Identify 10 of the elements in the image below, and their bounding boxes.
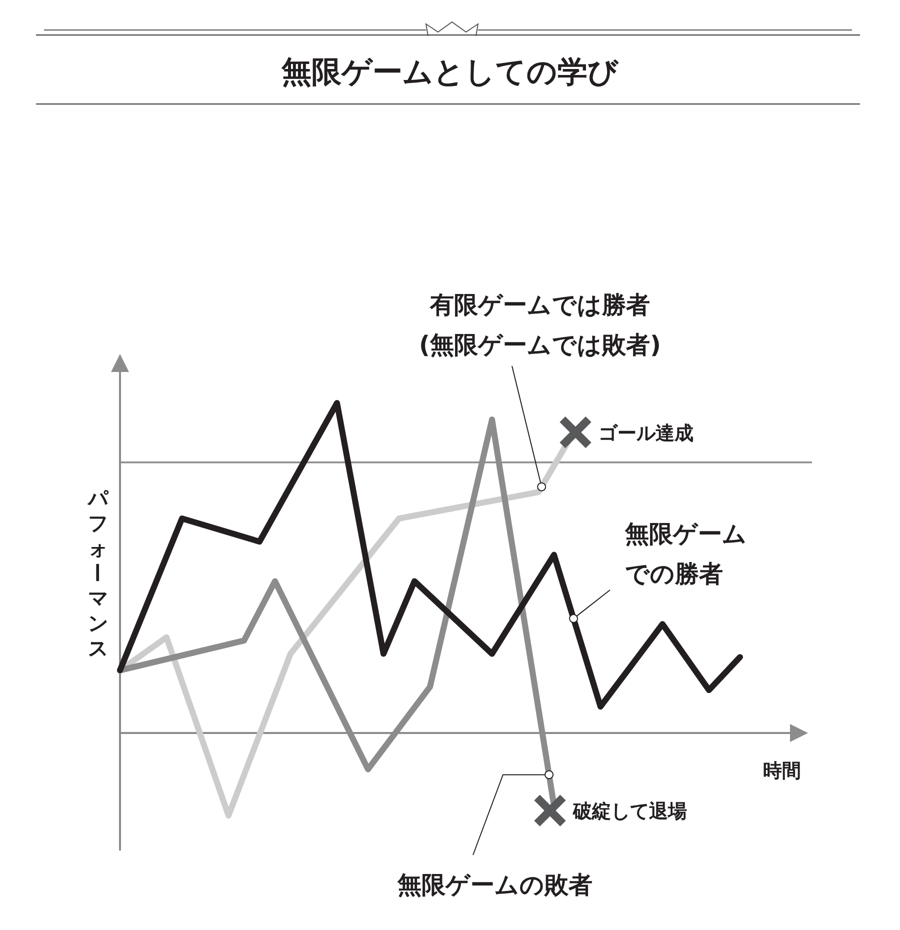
chart-title: 無限ゲームとしての学び xyxy=(280,55,620,90)
annotation: ゴール達成 xyxy=(558,415,694,450)
text: 無限ゲームでの勝者 xyxy=(624,520,747,588)
annotation: 破綻して退場 xyxy=(533,794,687,828)
y-axis-title: パフォーマンス xyxy=(85,486,109,660)
annotation: ゴール達成 xyxy=(598,422,694,444)
x-axis-title: 時間 xyxy=(763,760,801,782)
text: 無限ゲームの敗者 xyxy=(396,871,592,899)
text: 有限ゲームでは勝者 (無限ゲームでは敗者) xyxy=(419,291,661,359)
annotation: 破綻して退場 xyxy=(572,800,687,823)
